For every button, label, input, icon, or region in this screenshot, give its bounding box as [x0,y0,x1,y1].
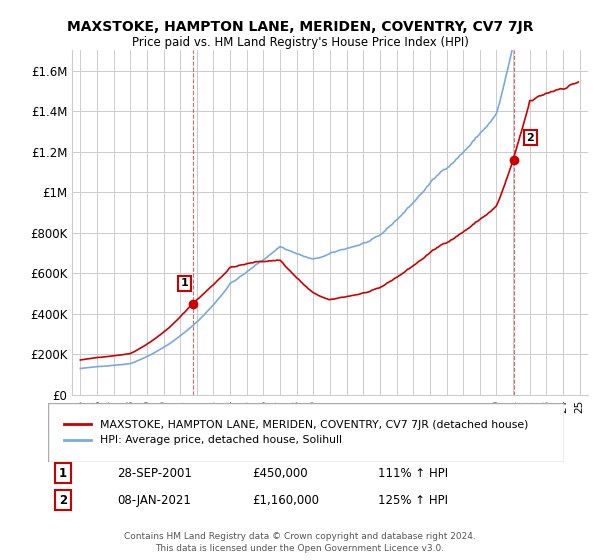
Text: 2: 2 [527,133,534,142]
Text: 125% ↑ HPI: 125% ↑ HPI [378,493,448,507]
Text: £450,000: £450,000 [252,466,308,480]
Text: 1: 1 [181,278,188,288]
Text: 1: 1 [59,466,67,480]
Text: Contains HM Land Registry data © Crown copyright and database right 2024.
This d: Contains HM Land Registry data © Crown c… [124,533,476,553]
Text: 28-SEP-2001: 28-SEP-2001 [117,466,192,480]
Text: £1,160,000: £1,160,000 [252,493,319,507]
Legend: MAXSTOKE, HAMPTON LANE, MERIDEN, COVENTRY, CV7 7JR (detached house), HPI: Averag: MAXSTOKE, HAMPTON LANE, MERIDEN, COVENTR… [59,414,533,451]
Text: MAXSTOKE, HAMPTON LANE, MERIDEN, COVENTRY, CV7 7JR: MAXSTOKE, HAMPTON LANE, MERIDEN, COVENTR… [67,20,533,34]
Text: Price paid vs. HM Land Registry's House Price Index (HPI): Price paid vs. HM Land Registry's House … [131,36,469,49]
Text: 2: 2 [59,493,67,507]
Text: 08-JAN-2021: 08-JAN-2021 [117,493,191,507]
Text: 111% ↑ HPI: 111% ↑ HPI [378,466,448,480]
